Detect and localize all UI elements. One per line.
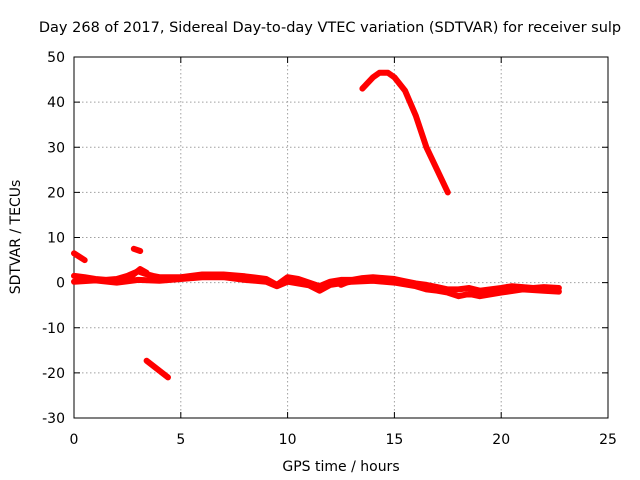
series-blob-2: [338, 277, 355, 288]
x-tick-label: 25: [599, 432, 617, 448]
y-tick-label: 0: [56, 276, 65, 292]
y-tick-label: 10: [47, 231, 65, 247]
y-tick-label: 20: [47, 185, 65, 201]
y-axis-label: SDTVAR / TECUs: [8, 180, 24, 295]
y-tick-label: 40: [47, 95, 65, 111]
x-tick-label: 15: [385, 432, 403, 448]
series-segment-3h: [130, 245, 144, 254]
series-blob-1: [128, 266, 150, 279]
y-tick-label: 50: [47, 50, 65, 66]
x-tick-label: 0: [70, 432, 79, 448]
chart-title: Day 268 of 2017, Sidereal Day-to-day VTE…: [39, 20, 621, 36]
x-axis-label: GPS time / hours: [282, 459, 399, 475]
y-tick-label: -20: [42, 366, 65, 382]
x-tick-label: 5: [176, 432, 185, 448]
series-arc-high: [359, 69, 451, 196]
y-tick-label: 30: [47, 140, 65, 156]
y-tick-label: -30: [42, 411, 65, 427]
series-segment-early: [71, 250, 88, 264]
y-tick-label: -10: [42, 321, 65, 337]
x-tick-label: 20: [492, 432, 510, 448]
series-main-band-b: [71, 274, 562, 300]
data-series-group: [71, 69, 562, 381]
axis-ticks: 0 5 10 15 20 25 -30 -20 -10 0 10 20 30 40 50: [42, 50, 617, 448]
x-tick-label: 10: [279, 432, 297, 448]
series-segment-low: [143, 357, 171, 381]
